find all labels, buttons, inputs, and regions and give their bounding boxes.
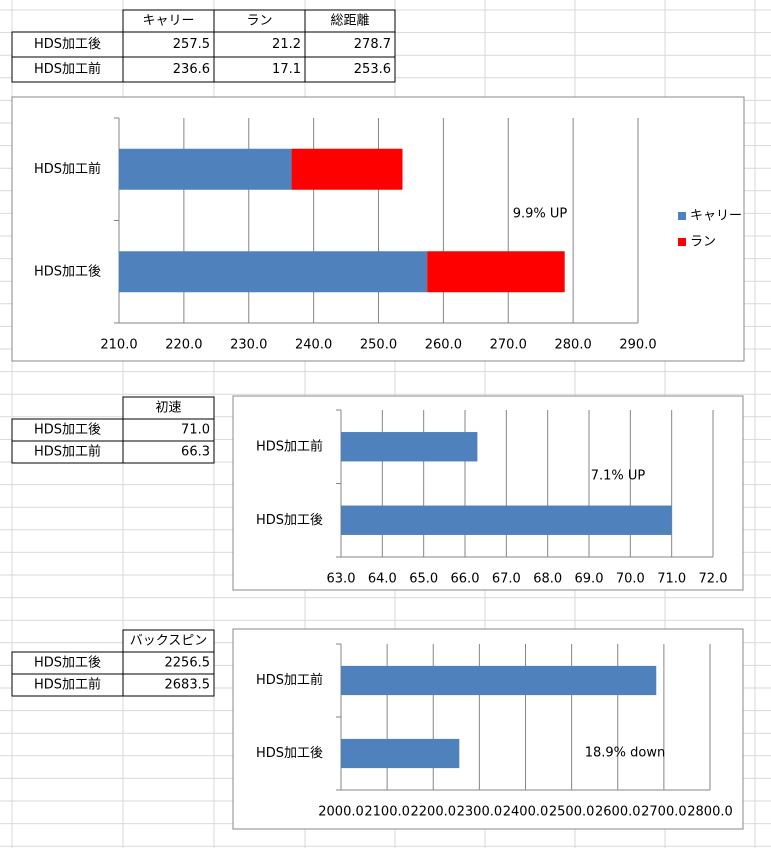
x-tick-label: 65.0 — [409, 572, 438, 587]
chart-area — [232, 395, 744, 591]
column-header: 初速 — [155, 401, 181, 416]
category-label: HDS加工前 — [256, 672, 323, 688]
row-label: HDS加工前 — [34, 61, 101, 77]
cell-value: 278.7 — [354, 37, 391, 52]
cell-value: 253.6 — [354, 62, 391, 77]
x-tick-label: 71.0 — [657, 572, 686, 587]
x-tick-label: 2100.0 — [364, 805, 410, 820]
bar-segment — [119, 251, 428, 293]
x-tick-label: 260.0 — [425, 338, 462, 353]
cell-value: 2683.5 — [165, 678, 211, 693]
bar — [341, 505, 672, 535]
x-tick-label: 2500.0 — [549, 805, 595, 820]
category-label: HDS加工後 — [34, 264, 101, 279]
annotation: 18.9% down — [585, 746, 666, 761]
x-tick-label: 63.0 — [327, 572, 356, 587]
bar-segment — [291, 148, 403, 190]
x-tick-label: 68.0 — [533, 572, 562, 587]
bar — [341, 665, 657, 696]
x-tick-label: 66.0 — [451, 572, 480, 587]
legend-swatch — [678, 238, 686, 246]
column-header: バックスピン — [130, 634, 208, 649]
x-tick-label: 2200.0 — [411, 805, 457, 820]
legend-label: ラン — [690, 235, 716, 250]
x-tick-label: 2600.0 — [595, 805, 641, 820]
column-header: キャリー — [142, 14, 194, 29]
row-label: HDS加工前 — [34, 444, 101, 460]
legend-label: キャリー — [690, 209, 742, 224]
row-label: HDS加工後 — [34, 656, 101, 671]
annotation: 7.1% UP — [591, 469, 646, 484]
cell-value: 21.2 — [272, 37, 301, 52]
x-tick-label: 2300.0 — [457, 805, 503, 820]
bar — [341, 432, 478, 462]
cell-value: 2256.5 — [165, 656, 211, 671]
x-tick-label: 290.0 — [619, 338, 656, 353]
x-tick-label: 2800.0 — [687, 805, 733, 820]
x-tick-label: 2400.0 — [503, 805, 549, 820]
annotation: 9.9% UP — [513, 207, 568, 222]
x-tick-label: 210.0 — [100, 338, 137, 353]
x-tick-label: 67.0 — [492, 572, 521, 587]
category-label: HDS加工後 — [256, 746, 323, 761]
cell-value: 236.6 — [173, 62, 210, 77]
cell-value: 71.0 — [181, 423, 210, 438]
cell-value: 66.3 — [181, 445, 210, 460]
row-label: HDS加工前 — [34, 677, 101, 693]
row-label: HDS加工後 — [34, 423, 101, 438]
column-header: 総距離 — [330, 14, 369, 29]
category-label: HDS加工後 — [256, 513, 323, 528]
x-tick-label: 72.0 — [699, 572, 728, 587]
x-tick-label: 230.0 — [230, 338, 267, 353]
x-tick-label: 250.0 — [360, 338, 397, 353]
bar-segment — [427, 251, 565, 293]
cell-value: 17.1 — [272, 62, 301, 77]
x-tick-label: 280.0 — [555, 338, 592, 353]
x-tick-label: 70.0 — [616, 572, 645, 587]
cell-value: 257.5 — [173, 37, 210, 52]
chart-area — [232, 628, 744, 830]
bar — [341, 738, 460, 769]
x-tick-label: 69.0 — [575, 572, 604, 587]
row-label: HDS加工後 — [34, 37, 101, 52]
bar-segment — [119, 148, 292, 190]
legend-swatch — [678, 212, 686, 220]
category-label: HDS加工前 — [34, 161, 101, 177]
x-tick-label: 220.0 — [165, 338, 202, 353]
x-tick-label: 64.0 — [368, 572, 397, 587]
x-tick-label: 270.0 — [490, 338, 527, 353]
x-tick-label: 2000.0 — [318, 805, 364, 820]
column-header: ラン — [246, 14, 272, 29]
x-tick-label: 2700.0 — [641, 805, 687, 820]
category-label: HDS加工前 — [256, 438, 323, 454]
x-tick-label: 240.0 — [295, 338, 332, 353]
